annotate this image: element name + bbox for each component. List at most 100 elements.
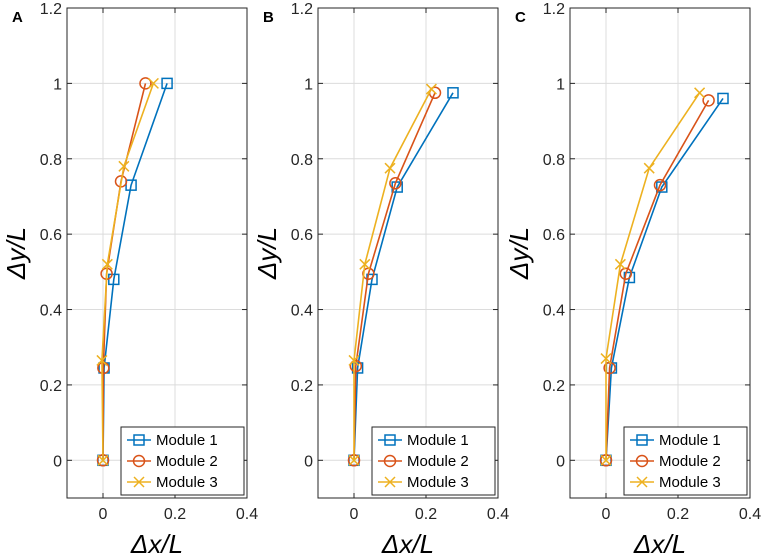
x-marker [348,354,360,366]
legend: Module 1 Module 2 Module 3 [120,426,245,496]
x-marker [694,87,706,99]
panel-letter: C [515,9,526,26]
series-line-module-3 [353,88,433,461]
legend: Module 1 Module 2 Module 3 [623,426,748,496]
y-tick-label: 0.6 [40,227,62,244]
x-marker [97,454,109,466]
y-tick-label: 0 [53,453,62,470]
x-marker-stroke [348,354,360,366]
y-tick-label: 0.4 [291,303,313,320]
square-marker [636,434,648,446]
legend-item: Module 3 [378,474,469,491]
series-line-module-2 [353,92,436,461]
x-tick-label: 0 [350,506,359,523]
panel-letter: B [263,9,274,26]
series-line-module-3 [605,92,701,461]
y-axis-label: Δy/L [252,227,282,280]
x-marker-stroke [384,476,396,488]
legend-item: Module 1 [378,432,469,449]
square-marker [447,87,459,99]
x-marker-stroke [694,87,706,99]
x-marker-stroke [101,258,113,270]
legend-label: Module 1 [659,432,721,449]
x-marker [96,354,108,366]
x-marker [147,77,159,89]
x-tick-label: 0 [99,506,108,523]
x-tick-label: 0.4 [236,506,258,523]
x-marker-stroke [147,77,159,89]
x-marker-stroke [614,258,626,270]
panel-letter: A [12,9,23,26]
y-tick-label: 0.4 [40,303,62,320]
x-marker [348,454,360,466]
y-axis-label: Δy/L [504,227,534,280]
x-marker [118,160,130,172]
x-tick-label: 0.4 [739,506,761,523]
x-marker-stroke [133,476,145,488]
legend-label: Module 2 [156,453,218,470]
y-tick-label: 0.2 [543,378,565,395]
plot-frame [66,7,248,499]
legend-item: Module 3 [127,474,218,491]
panel-B: 0 0.2 0.4 0 0.2 0.4 0.6 0.8 1 1.2 Δx/L Δy/L B Module … [252,1,509,558]
x-marker-stroke [636,476,648,488]
x-tick-label: 0 [602,506,611,523]
legend-label: Module 1 [156,432,218,449]
plot-frame [317,7,499,499]
circle-marker [139,77,152,90]
square-marker [133,434,145,446]
y-tick-label: 0 [556,453,565,470]
circle-marker [349,359,363,373]
circle-marker [619,267,633,280]
y-tick-label: 0.2 [40,378,62,395]
x-tick-label: 0.2 [667,506,689,523]
square-marker [717,92,729,105]
x-marker-stroke [600,353,612,365]
circle-marker [389,177,402,190]
x-marker-stroke [359,258,371,270]
x-marker-stroke [643,162,655,174]
legend-label: Module 2 [407,453,469,470]
x-axis-label: Δx/L [633,529,686,558]
x-marker [600,454,612,466]
x-tick-label: 0.4 [487,506,509,523]
x-marker-stroke [118,160,130,172]
y-tick-label: 1.2 [40,1,62,18]
y-axis-label: Δy/L [1,227,31,280]
x-marker-stroke [600,454,612,466]
x-marker [643,162,655,174]
x-marker [636,476,648,488]
y-tick-label: 0.2 [291,378,313,395]
y-tick-label: 1 [304,76,313,93]
x-marker-stroke [384,162,396,174]
x-marker [101,258,113,270]
x-marker-stroke [96,354,108,366]
y-tick-label: 0.8 [40,152,62,169]
y-tick-label: 1.2 [543,1,565,18]
y-tick-label: 0.8 [543,152,565,169]
legend-item: Module 2 [127,453,218,470]
y-tick-label: 1 [53,76,62,93]
x-marker [359,258,371,270]
series-line-module-2 [102,83,147,461]
circle-marker [653,178,667,192]
legend-item: Module 1 [127,432,218,449]
y-tick-label: 0.6 [543,227,565,244]
panel-A: 0 0.2 0.4 0 0.2 0.4 0.6 0.8 1 1.2 Δx/L Δy/L A Module … [1,1,258,558]
legend-item: Module 1 [630,432,721,449]
y-tick-label: 1 [556,76,565,93]
x-marker-stroke [97,454,109,466]
circle-marker [635,454,649,468]
circle-marker [702,94,715,107]
y-tick-label: 1.2 [291,1,313,18]
legend-label: Module 2 [659,453,721,470]
square-marker [125,179,137,191]
y-tick-label: 0.6 [291,227,313,244]
y-tick-label: 0 [304,453,313,470]
x-marker-stroke [425,83,437,95]
x-marker-stroke [348,454,360,466]
y-tick-label: 0.8 [291,152,313,169]
square-marker [384,434,396,446]
x-marker [425,83,437,95]
